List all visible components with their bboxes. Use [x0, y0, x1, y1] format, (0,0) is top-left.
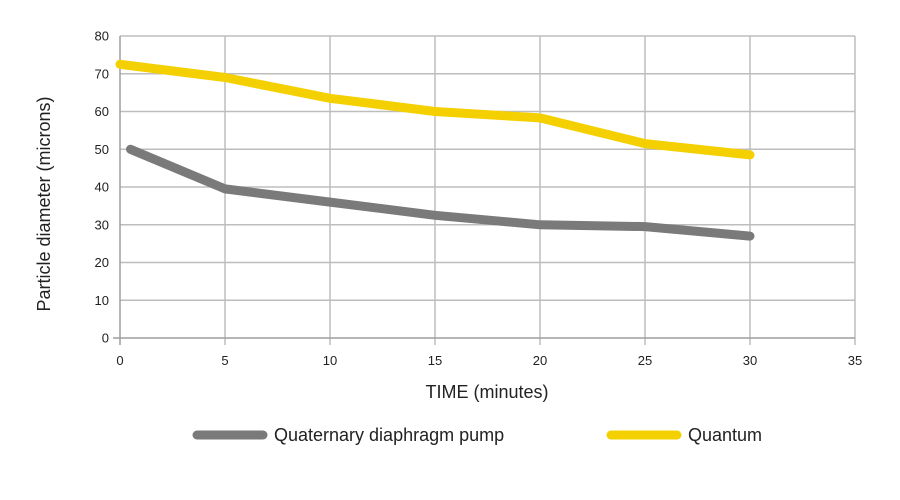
- x-axis-label: TIME (minutes): [425, 382, 548, 402]
- y-axis-label: Particle diameter (microns): [34, 96, 54, 311]
- x-tick-label: 10: [323, 353, 337, 368]
- x-tick-label: 5: [221, 353, 228, 368]
- x-tick-label: 0: [116, 353, 123, 368]
- y-tick-label: 10: [95, 293, 109, 308]
- x-tick-label: 15: [428, 353, 442, 368]
- y-tick-label: 80: [95, 29, 109, 44]
- x-tick-label: 20: [533, 353, 547, 368]
- y-tick-label: 70: [95, 66, 109, 81]
- y-tick-label: 40: [95, 180, 109, 195]
- x-tick-label: 35: [848, 353, 862, 368]
- tick-labels: 0 10 20 30 40 50 60 70 80 0 5 10 15 20 25 30 35: [95, 29, 863, 369]
- y-tick-label: 60: [95, 104, 109, 119]
- y-tick-label: 50: [95, 142, 109, 157]
- y-tick-label: 30: [95, 217, 109, 232]
- series-line-1: [115, 59, 755, 160]
- x-tick-label: 25: [638, 353, 652, 368]
- legend: Quaternary diaphragm pump Quantum: [192, 425, 762, 445]
- series-lines: [115, 59, 755, 241]
- x-tick-label: 30: [743, 353, 757, 368]
- y-tick-label: 0: [102, 331, 109, 346]
- legend-label-quantum: Quantum: [688, 425, 762, 445]
- legend-label-quaternary: Quaternary diaphragm pump: [274, 425, 504, 445]
- y-tick-label: 20: [95, 255, 109, 270]
- series-line-0: [126, 144, 755, 241]
- axes: [113, 36, 855, 345]
